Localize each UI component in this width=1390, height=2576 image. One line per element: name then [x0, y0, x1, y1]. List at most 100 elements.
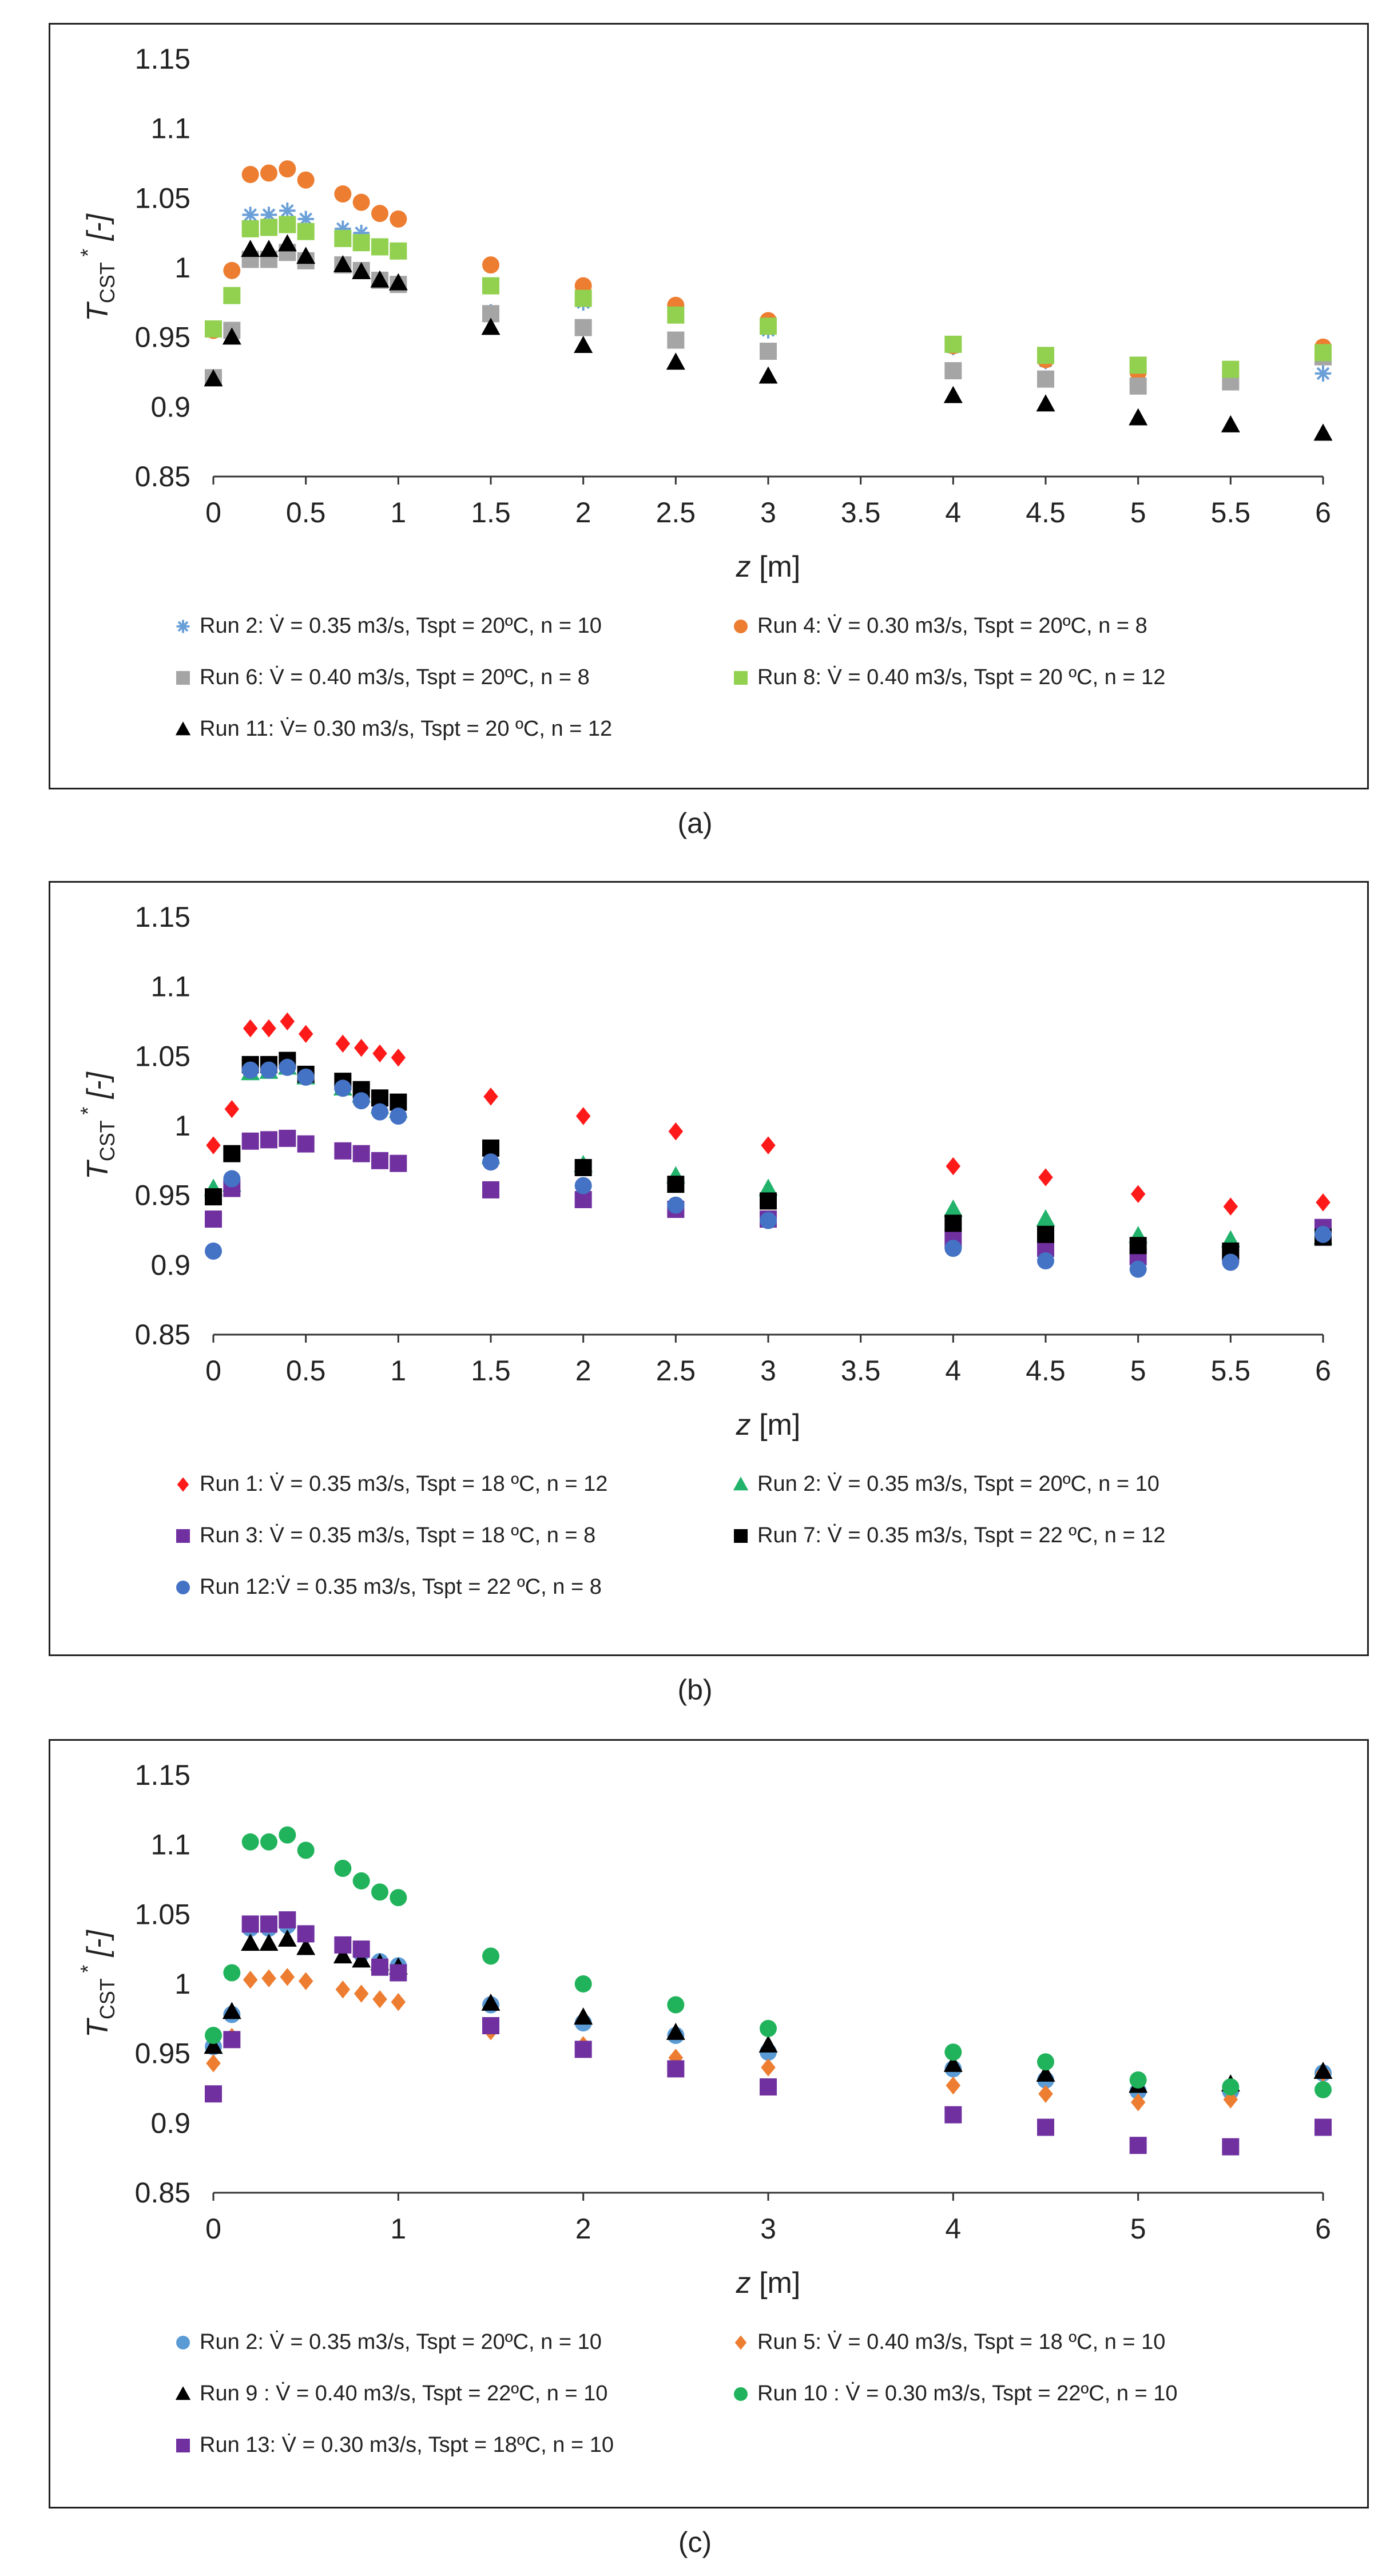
data-point — [371, 1883, 388, 1901]
chart-panel-b: 0.85 0.9 0.95 1 1.05 1.1 1.15 0 0.5 1 1.5 2 2.5 3 3.5 4… — [49, 881, 1369, 1656]
x-tick-label: 1.5 — [471, 1355, 511, 1387]
data-point — [297, 171, 315, 189]
data-point — [944, 362, 962, 380]
data-point — [279, 1911, 296, 1929]
legend-item: Run 1: V̇ = 0.35 m3/s, Tspt = 18 ºC, n =… — [173, 1472, 607, 1497]
legend-label: Run 10 : V̇ = 0.30 m3/s, Tspt = 22ºC, n … — [757, 2381, 1178, 2406]
data-point — [1038, 2085, 1053, 2103]
data-point — [760, 343, 777, 360]
data-point — [1129, 377, 1147, 395]
data-point — [666, 352, 685, 370]
data-point — [390, 242, 407, 260]
data-point — [1313, 423, 1333, 441]
series-5 — [205, 1058, 1332, 1278]
legend-item: Run 8: V̇ = 0.40 m3/s, Tspt = 20 ºC, n =… — [731, 665, 1165, 690]
y-tick-label: 0.9 — [150, 391, 190, 423]
data-point — [390, 210, 407, 228]
data-point — [335, 1034, 351, 1053]
data-point — [334, 1142, 352, 1160]
legend-item: Run 2: V̇ = 0.35 m3/s, Tspt = 20ºC, n = … — [173, 614, 602, 638]
legend-item: Run 11: V̇= 0.30 m3/s, Tspt = 20 ºC, n =… — [173, 717, 612, 741]
chart-b-svg: 0.85 0.9 0.95 1 1.05 1.1 1.15 0 0.5 1 1.5 2 2.5 3 3.5 4… — [76, 901, 1333, 1442]
legend-marker-icon — [733, 1476, 749, 1490]
data-point — [352, 1950, 371, 1968]
x-tick-label: 1.5 — [471, 497, 511, 529]
y-tick-label: 0.9 — [150, 2107, 190, 2139]
x-tick-label: 6 — [1315, 2213, 1331, 2245]
legend-label: Run 4: V̇ = 0.30 m3/s, Tspt = 20ºC, n = … — [757, 614, 1147, 638]
x-tick-label: 2 — [575, 2213, 591, 2245]
legend-label: Run 12:V̇ = 0.35 m3/s, Tspt = 22 ºC, n =… — [200, 1575, 602, 1599]
legend-marker — [733, 1476, 749, 1490]
legend-c: Run 2: V̇ = 0.35 m3/s, Tspt = 20ºC, n = … — [50, 2330, 1367, 2502]
y-tick-label: 1.15 — [135, 1759, 190, 1791]
legend-item: Run 13: V̇ = 0.30 m3/s, Tspt = 18ºC, n =… — [173, 2433, 614, 2458]
data-point — [370, 270, 390, 288]
x-axis-title: z [m] — [736, 550, 801, 584]
x-tick-label: 2 — [575, 497, 591, 529]
data-point — [390, 1107, 407, 1125]
x-tick-label: 2.5 — [656, 1355, 696, 1387]
data-point — [1037, 2118, 1054, 2136]
series-2 — [206, 1968, 1331, 2111]
data-point — [334, 1079, 352, 1097]
data-point — [1314, 344, 1332, 362]
data-point — [352, 1092, 370, 1110]
data-point — [760, 1192, 777, 1210]
data-point — [277, 1929, 297, 1947]
data-point — [204, 2037, 223, 2054]
data-point — [1129, 408, 1148, 426]
data-point — [943, 2054, 963, 2072]
data-point — [261, 1019, 276, 1038]
data-point — [1314, 2081, 1332, 2098]
data-point — [482, 1947, 499, 1965]
y-tick-label: 0.95 — [135, 1180, 190, 1212]
data-point — [390, 1154, 407, 1172]
data-point — [758, 1178, 778, 1196]
data-point — [223, 1170, 241, 1188]
x-tick-label: 6 — [1315, 497, 1331, 529]
data-point — [298, 1972, 313, 1990]
data-point — [388, 273, 408, 291]
data-point — [574, 1159, 592, 1176]
data-point — [205, 1210, 222, 1228]
legend-marker-icon — [734, 2387, 748, 2401]
data-point — [279, 1826, 296, 1844]
x-tick-label: 4.5 — [1026, 497, 1066, 529]
series-4 — [205, 1826, 1332, 2098]
data-point — [574, 336, 593, 354]
y-tick-label: 0.85 — [135, 2177, 190, 2209]
legend-marker-icon — [176, 2335, 190, 2349]
legend-marker — [175, 2386, 191, 2400]
y-axis-title: TCST * [-] — [76, 213, 119, 321]
data-point — [223, 2031, 241, 2049]
data-point — [1036, 2064, 1055, 2082]
y-tick-label: 1 — [174, 1968, 190, 2000]
legend-marker-icon — [734, 619, 748, 633]
legend-label: Run 11: V̇= 0.30 m3/s, Tspt = 20 ºC, n =… — [200, 717, 613, 741]
data-point — [760, 317, 777, 335]
caption-b: (b) — [677, 1674, 713, 1706]
legend-item: Run 5: V̇ = 0.40 m3/s, Tspt = 18 ºC, n =… — [731, 2330, 1165, 2355]
data-point — [260, 164, 277, 182]
data-point — [1130, 2093, 1146, 2111]
data-point — [260, 219, 277, 236]
data-point — [574, 1177, 592, 1194]
data-point — [296, 1938, 316, 1955]
data-point — [371, 1103, 388, 1121]
data-point — [943, 386, 963, 403]
legend-marker — [176, 1580, 190, 1594]
data-point — [206, 2054, 221, 2073]
data-point — [482, 1153, 499, 1171]
data-point — [372, 1990, 387, 2009]
data-point — [333, 1946, 352, 1964]
legend-item: Run 9 : V̇ = 0.40 m3/s, Tspt = 22ºC, n =… — [173, 2381, 607, 2406]
data-point — [297, 1135, 315, 1153]
data-point — [1129, 2071, 1147, 2089]
data-point — [1036, 1209, 1055, 1227]
data-point — [279, 216, 296, 233]
x-tick-label: 3 — [760, 497, 776, 529]
data-point — [280, 1968, 295, 1986]
legend-marker-icon — [175, 721, 191, 735]
data-point — [482, 2017, 499, 2034]
